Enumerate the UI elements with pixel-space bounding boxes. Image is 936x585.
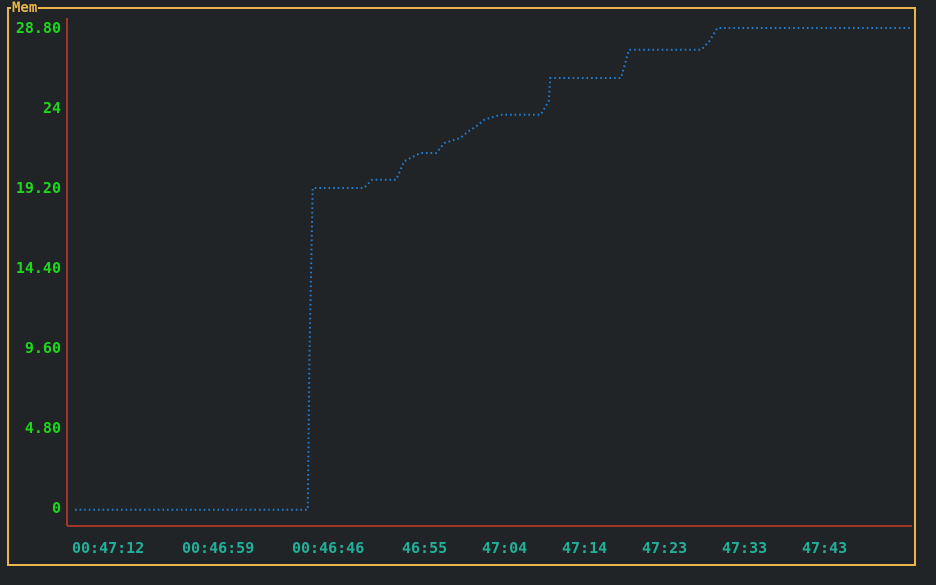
x-tick-label: 47:14 [562,539,607,557]
y-tick-label: 14.40 [16,259,61,277]
y-tick-label: 0 [52,499,61,517]
x-tick-label: 47:33 [722,539,767,557]
x-tick-label: 00:47:12 [72,539,144,557]
x-tick-label: 47:43 [802,539,847,557]
y-tick-label: 28.80 [16,19,61,37]
memory-series-line [75,27,910,511]
y-tick-label: 9.60 [25,339,61,357]
x-tick-label: 00:46:59 [182,539,254,557]
x-tick-label: 46:55 [402,539,447,557]
y-tick-label: 4.80 [25,419,61,437]
x-tick-label: 47:04 [482,539,527,557]
y-tick-label: 24 [43,99,61,117]
x-tick-label: 00:46:46 [292,539,364,557]
panel-title: Mem [11,0,39,16]
chart-frame [7,7,916,566]
y-tick-label: 19.20 [16,179,61,197]
x-tick-label: 47:23 [642,539,687,557]
